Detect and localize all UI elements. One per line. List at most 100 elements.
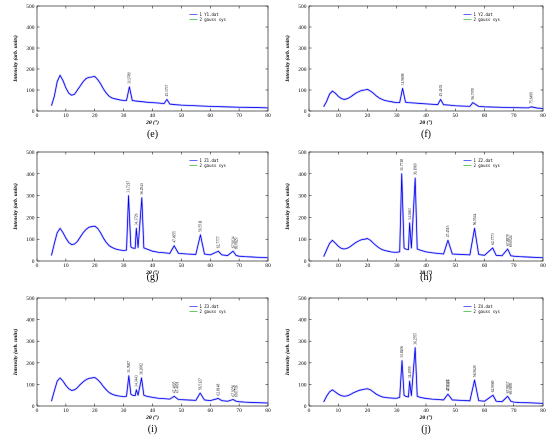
legend-entry: 1 Y2.dat <box>473 12 493 17</box>
peak-label: 62.9069 <box>491 380 495 392</box>
y-tick-label: 0 <box>32 404 35 410</box>
panel-label: (h) <box>420 272 432 283</box>
x-tick-label: 10 <box>63 408 69 414</box>
series-line <box>51 195 269 259</box>
x-tick-label: 50 <box>179 263 185 269</box>
series-line <box>323 87 544 109</box>
peak-label: 47.4091 <box>175 381 179 393</box>
y-tick-label: 200 <box>298 361 307 367</box>
x-tick-label: 10 <box>63 113 69 119</box>
x-tick-label: 50 <box>453 263 459 269</box>
y-tick-label: 400 <box>298 25 307 31</box>
peak-label: 36.1969 <box>413 163 417 175</box>
peak-label: 45.3737 <box>165 85 169 97</box>
x-tick-label: 20 <box>92 408 98 414</box>
legend-entry: 2 gauss sys <box>199 163 226 168</box>
y-tick-label: 400 <box>26 172 35 178</box>
panel-label: (j) <box>421 424 430 435</box>
peak-label: 56.5511 <box>199 220 203 232</box>
peak-label: 31.7217 <box>127 181 131 193</box>
x-tick-label: 80 <box>265 113 271 119</box>
panel-label: (e) <box>147 129 158 140</box>
x-tick-label: 30 <box>394 408 400 414</box>
peak-label: 67.9837 <box>506 381 510 393</box>
legend-entry: 2 gauss sys <box>473 309 500 314</box>
legend-entry: 2 gauss sys <box>199 309 226 314</box>
x-tick-label: 40 <box>423 408 429 414</box>
x-tick-label: 30 <box>121 408 127 414</box>
peak-label: 47.4095 <box>172 381 176 393</box>
x-tick-label: 30 <box>394 113 400 119</box>
y-tick-label: 300 <box>298 194 307 200</box>
x-tick-label: 60 <box>208 263 214 269</box>
chart-panel-6: 0 10 20 30 40 50 60 70 80 0 100 200 300 400 500 2θ (°) I… <box>284 296 546 435</box>
chart-panel-1: 0 10 20 30 40 50 60 70 80 0 100 200 300 400 500 2θ (°) I… <box>12 4 271 140</box>
peak-label: 36.2555 <box>413 333 417 345</box>
series-noise-band <box>322 87 544 110</box>
y-axis-title: Intensity (arb. units) <box>12 35 19 83</box>
x-tick-label: 50 <box>453 113 459 119</box>
x-tick-label: 50 <box>179 408 185 414</box>
x-tick-label: 70 <box>236 113 242 119</box>
x-tick-label: 20 <box>92 263 98 269</box>
x-tick-label: 80 <box>265 408 271 414</box>
y-tick-label: 200 <box>26 361 35 367</box>
peak-label: 36.2541 <box>140 183 144 195</box>
x-tick-label: 0 <box>308 408 311 414</box>
y-tick-label: 500 <box>298 4 307 10</box>
panel-label: (i) <box>148 424 157 435</box>
plot-frame <box>308 5 544 112</box>
y-tick-label: 500 <box>298 296 307 302</box>
y-tick-label: 0 <box>304 259 307 265</box>
y-tick-label: 400 <box>298 172 307 178</box>
x-tick-label: 80 <box>265 263 271 269</box>
x-tick-label: 70 <box>236 263 242 269</box>
x-axis-title: 2θ (°) <box>145 414 159 421</box>
y-tick-label: 500 <box>26 4 35 10</box>
x-axis-title: 2θ (°) <box>145 119 159 126</box>
x-tick-label: 40 <box>150 113 156 119</box>
y-tick-label: 100 <box>298 237 307 243</box>
legend-entry: 2 gauss sys <box>473 163 500 168</box>
x-tick-label: 40 <box>423 113 429 119</box>
y-tick-label: 0 <box>32 109 35 115</box>
y-tick-label: 300 <box>26 339 35 345</box>
y-tick-label: 0 <box>304 109 307 115</box>
y-axis-title: Intensity (arb. units) <box>12 329 19 377</box>
peak-label: 67.8870 <box>506 234 510 246</box>
legend-entry: 2 gauss sys <box>199 17 226 22</box>
y-tick-label: 200 <box>298 215 307 221</box>
peak-label: 34.3663 <box>408 208 412 220</box>
x-tick-label: 0 <box>308 263 311 269</box>
y-axis-title: Intensity (arb. units) <box>284 183 291 231</box>
y-tick-label: 100 <box>298 88 307 94</box>
y-tick-label: 500 <box>26 150 35 156</box>
y-tick-label: 200 <box>298 67 307 73</box>
peak-label: 47.4955 <box>172 231 176 243</box>
x-tick-label: 30 <box>121 263 127 269</box>
y-tick-label: 100 <box>26 88 35 94</box>
peak-label: 56.5544 <box>473 213 477 225</box>
peak-label: 31.8406 <box>400 346 404 358</box>
legend-entry: 1 Y1.dat <box>199 12 219 17</box>
peak-label: 31.9698 <box>401 73 405 85</box>
y-axis-title: Intensity (arb. units) <box>284 35 291 83</box>
x-tick-label: 10 <box>336 113 342 119</box>
chart-panel-4: 0 10 20 30 40 50 60 70 80 0 100 200 300 400 500 2θ (°) I… <box>284 150 546 283</box>
x-tick-label: 70 <box>511 408 517 414</box>
peak-label: 69.0024 <box>509 235 513 247</box>
y-axis-title: Intensity (arb. units) <box>284 329 291 377</box>
chart-panel-5: 0 10 20 30 40 50 60 70 80 0 100 200 300 400 500 2θ (°) I… <box>12 296 271 435</box>
peak-label: 47.6115 <box>446 379 450 391</box>
series-line <box>51 74 269 109</box>
y-tick-label: 100 <box>26 382 35 388</box>
x-tick-label: 20 <box>92 113 98 119</box>
peak-label: 56.5127 <box>198 378 202 390</box>
peak-label: 31.7718 <box>400 159 404 171</box>
legend-entry: 1 Z3.dat <box>199 304 219 309</box>
x-tick-label: 20 <box>365 408 371 414</box>
y-axis-title: Intensity (arb. units) <box>12 183 19 231</box>
x-tick-label: 20 <box>365 113 371 119</box>
peak-label: 62.7773 <box>491 233 495 245</box>
